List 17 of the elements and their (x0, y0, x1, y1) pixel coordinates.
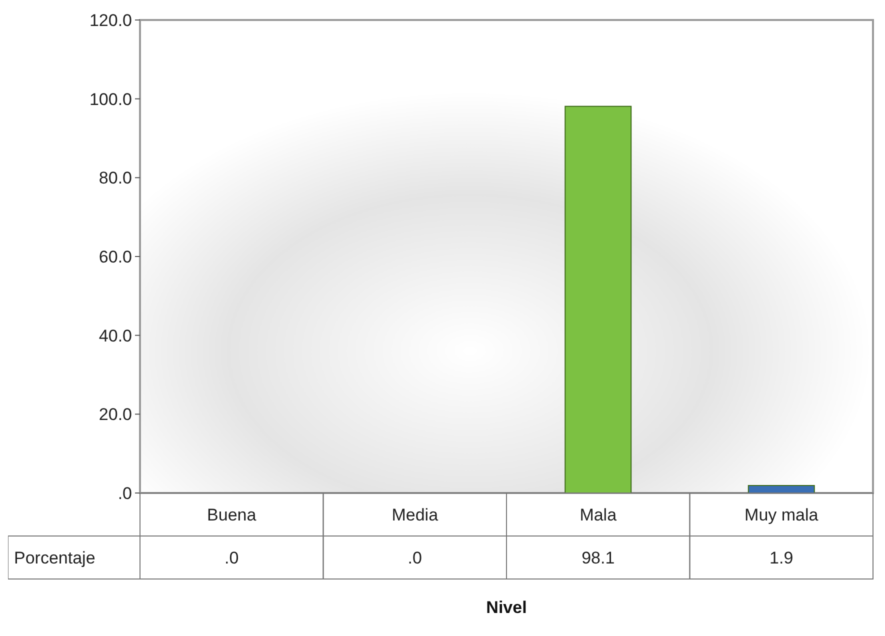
y-tick-label: 60.0 (98, 247, 132, 266)
y-tick-label: 20.0 (98, 405, 132, 424)
data-label: .0 (408, 548, 422, 568)
x-tick-label: Mala (580, 505, 618, 524)
y-tick-label: .0 (118, 484, 132, 503)
x-tick-label: Muy mala (744, 505, 819, 524)
data-label: 98.1 (582, 548, 615, 568)
y-tick-label: 80.0 (98, 168, 132, 188)
x-tick-label: Media (392, 505, 439, 524)
data-label: 1.9 (770, 548, 794, 568)
y-tick-label: 120.0 (89, 10, 132, 30)
x-axis-title: Nivel (486, 598, 527, 617)
text: Porcentaje (14, 548, 96, 568)
data-label: .0 (224, 548, 239, 568)
y-tick-label: 100.0 (89, 90, 132, 109)
y-tick-label: 40.0 (98, 326, 132, 346)
x-tick-label: Buena (207, 505, 257, 524)
